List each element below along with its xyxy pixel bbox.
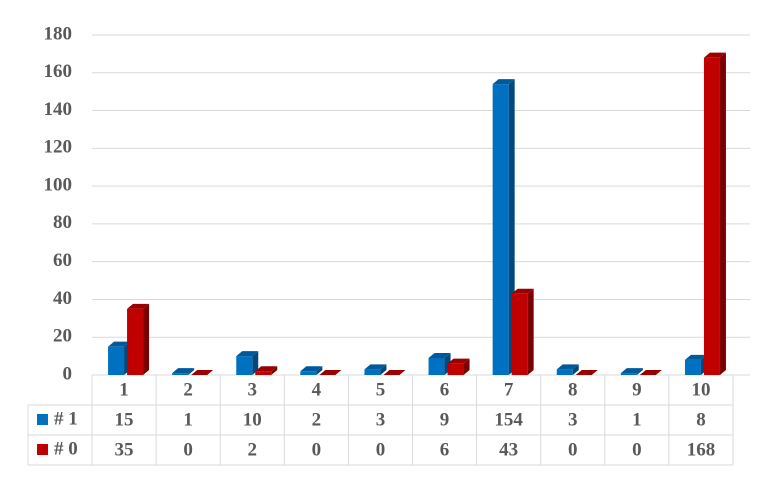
bar-top: [684, 354, 707, 360]
y-tick-label: 140: [44, 99, 73, 120]
table-value: 168: [687, 439, 716, 460]
table-value: 0: [312, 439, 322, 460]
legend-label: # 0: [54, 438, 78, 459]
x-tick-label: 2: [183, 379, 193, 400]
table-value: 6: [440, 439, 450, 460]
bar: [236, 356, 253, 375]
bar: [703, 57, 720, 376]
table-value: 154: [494, 409, 523, 430]
table-value: 2: [248, 439, 258, 460]
table-value: 10: [243, 409, 262, 430]
bar: [447, 363, 464, 375]
bar: [108, 346, 125, 375]
bar-top: [383, 370, 406, 375]
table-value: 0: [568, 439, 578, 460]
bar: [556, 369, 573, 375]
bar-top: [236, 351, 259, 357]
table-value: 1: [632, 409, 642, 430]
bar: [172, 373, 189, 375]
bar-side: [271, 366, 278, 375]
bar-side: [719, 52, 726, 376]
y-tick-label: 120: [44, 137, 73, 158]
y-tick-label: 180: [44, 23, 73, 44]
bar-side: [252, 351, 259, 375]
bar-top: [191, 370, 214, 375]
bar-top: [364, 364, 387, 370]
table-value: 2: [312, 409, 322, 430]
y-tick-label: 0: [63, 363, 73, 384]
bar-side: [636, 368, 643, 375]
legend-key: [37, 444, 48, 455]
bar-top: [511, 288, 534, 294]
x-tick-label: 4: [312, 379, 322, 400]
bar: [492, 84, 509, 375]
bar-top: [319, 370, 342, 375]
x-tick-label: 9: [632, 379, 642, 400]
bar-top: [127, 303, 150, 309]
bar: [511, 293, 528, 375]
bar: [428, 358, 445, 375]
table-value: 35: [115, 439, 134, 460]
table-value: 0: [376, 439, 386, 460]
table-value: 3: [568, 409, 578, 430]
table-value: 43: [499, 439, 518, 460]
bar-top: [108, 341, 131, 347]
bar-top: [447, 358, 470, 364]
bar-top: [172, 368, 195, 374]
x-tick-label: 5: [376, 379, 386, 400]
bar-side: [463, 358, 470, 375]
x-tick-label: 10: [691, 379, 710, 400]
bar-side: [143, 303, 150, 375]
y-tick-label: 20: [53, 326, 72, 347]
bar: [684, 359, 701, 375]
bar-top: [620, 368, 643, 374]
bar-side: [316, 366, 323, 375]
bar-top: [575, 370, 598, 375]
bar: [364, 369, 381, 375]
bar-top: [639, 370, 662, 375]
y-tick-label: 80: [53, 212, 72, 233]
y-tick-label: 160: [44, 61, 73, 82]
bar-side: [188, 368, 195, 375]
bar-top: [255, 366, 278, 372]
table-value: 0: [632, 439, 642, 460]
x-tick-label: 6: [440, 379, 450, 400]
x-tick-label: 7: [504, 379, 514, 400]
legend-label: # 1: [54, 408, 78, 429]
bar-top: [300, 366, 323, 372]
bar-side: [572, 364, 579, 375]
table-value: 9: [440, 409, 450, 430]
x-tick-label: 3: [248, 379, 258, 400]
y-tick-label: 40: [53, 288, 72, 309]
bar-top: [492, 79, 515, 85]
bar: [255, 371, 272, 375]
table-value: 15: [115, 409, 134, 430]
table-value: 3: [376, 409, 386, 430]
table-value: 0: [183, 439, 193, 460]
bar: [300, 371, 317, 375]
x-tick-label: 8: [568, 379, 578, 400]
x-tick-label: 1: [119, 379, 129, 400]
bar-top: [428, 353, 451, 358]
bar-top: [703, 52, 726, 58]
bar-side: [380, 364, 387, 375]
y-tick-label: 60: [53, 250, 72, 271]
bar-top: [556, 364, 579, 370]
table-value: 1: [183, 409, 193, 430]
bar: [127, 308, 144, 375]
legend-key: [37, 414, 48, 425]
table-value: 8: [696, 409, 706, 430]
bar-side: [527, 288, 534, 375]
y-tick-label: 100: [44, 174, 73, 195]
bar: [620, 373, 637, 375]
